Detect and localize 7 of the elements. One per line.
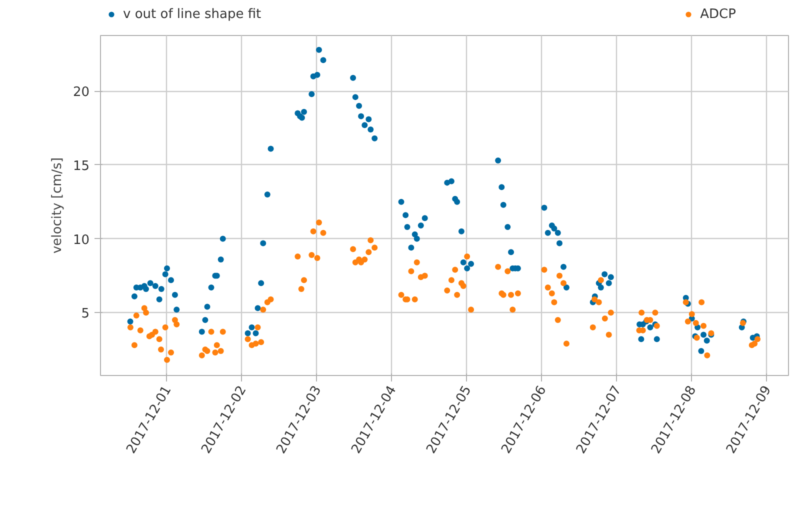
y-tick-label: 10	[72, 232, 90, 248]
y-tick-label: 20	[72, 85, 90, 100]
legend-label: ADCP	[700, 6, 736, 22]
legend-label: v out of line shape fit	[123, 6, 262, 22]
y-tick-label: 5	[81, 306, 90, 322]
y-tick-label: 15	[72, 158, 90, 174]
y-axis-title: velocity [cm/s]	[50, 157, 65, 254]
